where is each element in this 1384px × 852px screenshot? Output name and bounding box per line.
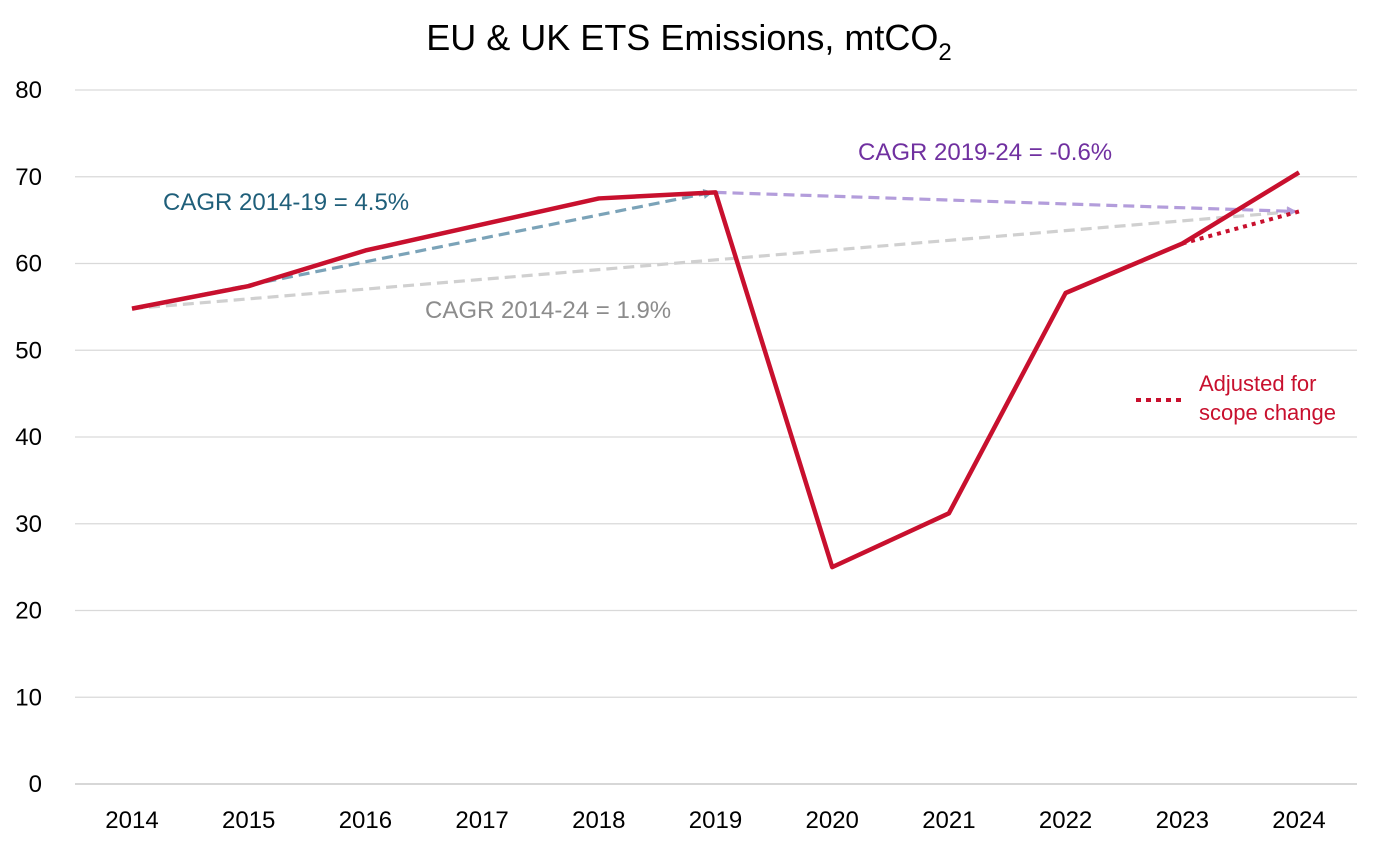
chart-title-subscript: 2 [938,39,951,66]
cagr-label: CAGR 2014-19 = 4.5% [163,189,409,216]
x-tick-label: 2023 [1156,807,1209,834]
chart-title-main: EU & UK ETS Emissions, mtCO [426,17,938,58]
y-tick-label: 80 [15,77,42,104]
y-axis-ticks: 0 10 20 30 40 50 60 70 80 [15,77,42,798]
adjusted-scope-line [1181,209,1300,246]
y-tick-label: 70 [15,164,42,191]
cagr-label: CAGR 2019-24 = -0.6% [858,139,1112,166]
chart-title: EU & UK ETS Emissions, mtCO2 [426,17,951,66]
y-tick-label: 30 [15,511,42,538]
y-tick-label: 40 [15,424,42,451]
data-series [131,170,1301,570]
trend-line [131,207,1297,311]
legend-label-line2: scope change [1199,400,1336,425]
x-tick-label: 2014 [105,807,158,834]
x-tick-label: 2019 [689,807,742,834]
x-axis-ticks: 2014 2015 2016 2017 2018 2019 2020 2021 2022 2023… [105,807,1325,834]
y-tick-label: 0 [29,771,42,798]
cagr-label: CAGR 2014-24 = 1.9% [425,297,671,324]
x-tick-label: 2016 [339,807,392,834]
y-tick-label: 50 [15,337,42,364]
emissions-line [131,170,1301,570]
y-tick-label: 10 [15,684,42,711]
x-tick-label: 2024 [1272,807,1325,834]
cagr-annotations: CAGR 2014-19 = 4.5% CAGR 2019-24 = -0.6% C… [163,139,1112,324]
x-tick-label: 2017 [455,807,508,834]
legend: Adjusted for scope change [1136,371,1336,425]
y-tick-label: 60 [15,251,42,278]
x-tick-label: 2015 [222,807,275,834]
trend-line [131,189,714,311]
gridlines [75,89,1357,785]
trend-line [715,190,1297,217]
cagr-trend-lines [131,189,1297,311]
x-tick-label: 2020 [806,807,859,834]
legend-label-line1: Adjusted for [1199,371,1316,396]
x-tick-label: 2022 [1039,807,1092,834]
y-tick-label: 20 [15,598,42,625]
x-tick-label: 2021 [922,807,975,834]
x-tick-label: 2018 [572,807,625,834]
